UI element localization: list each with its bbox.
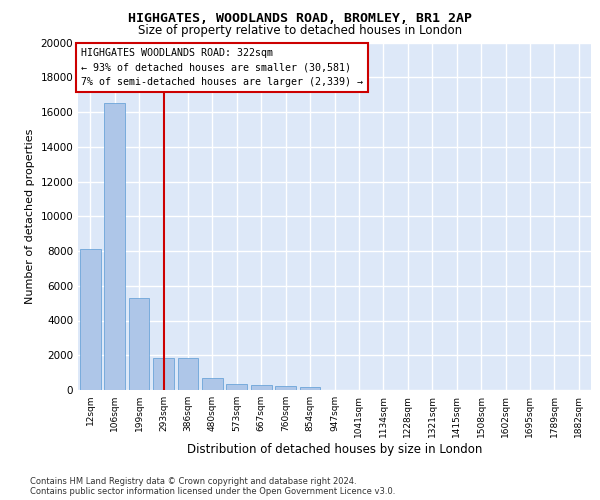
Bar — [128, 298, 149, 390]
Bar — [202, 378, 223, 390]
X-axis label: Distribution of detached houses by size in London: Distribution of detached houses by size … — [187, 442, 482, 456]
Text: Contains public sector information licensed under the Open Government Licence v3: Contains public sector information licen… — [30, 488, 395, 496]
Bar — [251, 385, 272, 390]
Text: Size of property relative to detached houses in London: Size of property relative to detached ho… — [138, 24, 462, 37]
Bar — [299, 387, 320, 390]
Text: HIGHGATES, WOODLANDS ROAD, BROMLEY, BR1 2AP: HIGHGATES, WOODLANDS ROAD, BROMLEY, BR1 … — [128, 12, 472, 26]
Bar — [104, 104, 125, 390]
Y-axis label: Number of detached properties: Number of detached properties — [25, 128, 35, 304]
Bar — [178, 358, 199, 390]
Text: Contains HM Land Registry data © Crown copyright and database right 2024.: Contains HM Land Registry data © Crown c… — [30, 478, 356, 486]
Bar — [226, 384, 247, 390]
Text: HIGHGATES WOODLANDS ROAD: 322sqm
← 93% of detached houses are smaller (30,581)
7: HIGHGATES WOODLANDS ROAD: 322sqm ← 93% o… — [80, 48, 362, 88]
Bar — [153, 358, 174, 390]
Bar — [275, 386, 296, 390]
Bar — [80, 250, 101, 390]
